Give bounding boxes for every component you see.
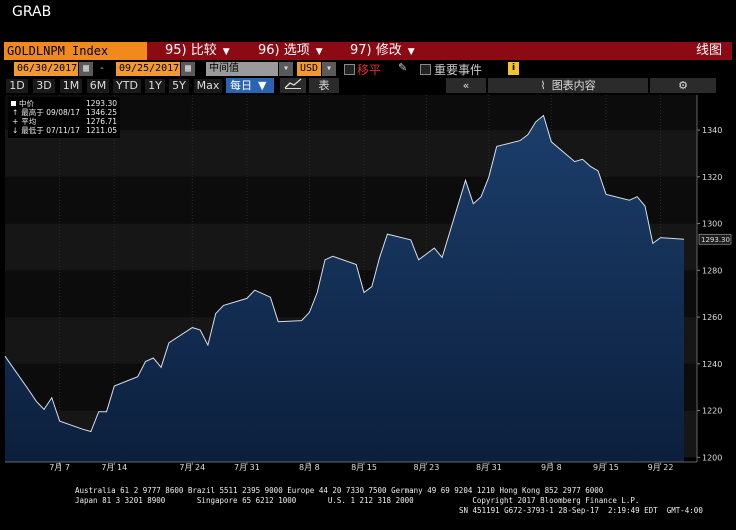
range-button-5y[interactable]: 5Y [169,79,189,93]
footer-contacts-2: Japan 81 3 3201 8900 Singapore 65 6212 1… [75,496,640,505]
x-tick-label: 8月 23 [414,463,440,472]
footer-serial: SN 451191 G672-3793-1 28-Sep-17 2:19:49 … [459,506,703,515]
collapse-icon[interactable]: « [446,78,486,93]
price-line [4,114,685,433]
table-button[interactable]: 表 [309,78,339,93]
chevron-down-icon[interactable]: ▾ [279,62,293,76]
calendar-icon[interactable]: ▦ [79,62,93,76]
y-tick-label: 1240 [702,360,722,369]
legend-label: 最高于 [21,108,44,117]
compare-menu[interactable]: 95) 比较 ▼ [165,42,230,60]
gear-icon[interactable]: ⚙ [650,78,716,93]
last-value-label: 1293.30 [701,236,730,244]
chart-content-button[interactable]: ⌇ 图表内容 [488,78,648,93]
x-tick-label: 8月 8 [299,463,320,472]
x-tick-label: 9月 8 [541,463,562,472]
range-button-1m[interactable]: 1M [60,79,82,93]
y-tick-label: 1340 [702,126,722,135]
currency-select[interactable]: USD [297,62,321,76]
price-field-select[interactable]: 中间值 [206,62,278,76]
legend-value: 1211.05 [85,126,117,135]
title-bar [4,42,732,60]
legend-date: 09/08/17 [46,108,80,117]
legend-swatch [11,101,16,106]
frequency-select[interactable]: 每日 ▼ [226,78,274,93]
chevron-down-icon: ▼ [315,47,323,57]
range-button-3d[interactable]: 3D [33,79,55,93]
x-tick-label: 7月 24 [179,463,205,472]
legend-value: 1346.25 [85,108,117,117]
pencil-icon[interactable]: ✎ [398,61,408,74]
high-marker-icon: ↑ [12,108,19,117]
x-tick-label: 7月 14 [101,463,127,472]
legend-value: 1276.71 [85,117,117,126]
y-axis-labels: 1200 1220 1240 1260 1280 1300 1320 1340 [697,126,722,462]
legend-date: 07/11/17 [46,126,80,135]
range-button-1d[interactable]: 1D [6,79,28,93]
legend-label: 最低于 [21,126,44,135]
move-label: 移平 [357,63,382,77]
legend-row-avg: + 平均 1276.71 [11,117,117,126]
footer-contacts: Australia 61 2 9777 8600 Brazil 5511 239… [75,486,604,495]
legend: 中价 1293.30 ↑ 最高于 09/08/17 1346.25 + 平均 1276.7… [8,97,120,138]
move-checkbox[interactable] [344,64,355,75]
price-area [5,115,684,462]
range-button-ytd[interactable]: YTD [113,79,141,93]
range-button-1y[interactable]: 1Y [145,79,165,93]
legend-row-high: ↑ 最高于 09/08/17 1346.25 [11,108,117,117]
x-tick-label: 9月 15 [593,463,619,472]
y-tick-label: 1260 [702,313,722,322]
line-chart-icon[interactable] [280,78,306,93]
y-tick-label: 1320 [702,173,722,182]
year-label: 2017 [355,472,373,473]
chevron-down-icon: ▼ [258,79,267,92]
start-date-input[interactable]: 06/30/2017 [14,62,78,76]
options-menu[interactable]: 96) 选项 ▼ [258,42,323,60]
chart-icon: ⌇ [540,79,546,92]
range-button-6m[interactable]: 6M [87,79,109,93]
x-tick-label: 8月 31 [476,463,502,472]
legend-label: 平均 [21,117,37,126]
ticker-field[interactable]: GOLDLNPM Index [4,42,147,60]
end-date-input[interactable]: 09/25/2017 [116,62,180,76]
y-tick-label: 1300 [702,220,722,229]
edit-menu[interactable]: 97) 修改 ▼ [350,42,415,60]
y-tick-label: 1280 [702,266,722,275]
events-checkbox[interactable] [420,64,431,75]
options-menu-label: 96) 选项 [258,43,310,58]
window-title: GRAB [12,4,52,20]
x-tick-label: 9月 22 [648,463,674,472]
legend-label: 中价 [19,99,34,108]
legend-row-mid: 中价 1293.30 [11,99,117,108]
average-marker-icon: + [12,117,19,126]
y-tick-label: 1200 [702,453,722,462]
frequency-label: 每日 [230,79,252,92]
last-value-box [698,233,732,245]
legend-row-low: ↓ 最低于 07/11/17 1211.05 [11,126,117,135]
x-tick-label: 7月 7 [49,463,70,472]
compare-menu-label: 95) 比较 [165,43,217,58]
y-tick-label: 1220 [702,407,722,416]
edit-menu-label: 97) 修改 [350,43,402,58]
chart-content-label: 图表内容 [551,79,596,92]
info-icon[interactable]: i [508,62,519,75]
x-axis-labels: 7月 7 7月 14 7月 24 7月 31 8月 8 8月 15 8月 23 8月 31 9月… [49,462,673,472]
chart-type-label[interactable]: 线图 [695,43,722,58]
x-tick-label: 7月 31 [234,463,260,472]
chevron-down-icon: ▼ [407,47,415,57]
range-button-max[interactable]: Max [194,79,222,93]
chevron-down-icon: ▼ [222,47,230,57]
calendar-icon[interactable]: ▦ [181,62,195,76]
events-label: 重要事件 [434,63,483,77]
date-separator: - [99,63,106,74]
legend-value: 1293.30 [85,99,117,108]
low-marker-icon: ↓ [12,126,19,135]
chevron-down-icon[interactable]: ▾ [322,62,336,76]
x-tick-label: 8月 15 [351,463,377,472]
grid-band [5,95,697,131]
